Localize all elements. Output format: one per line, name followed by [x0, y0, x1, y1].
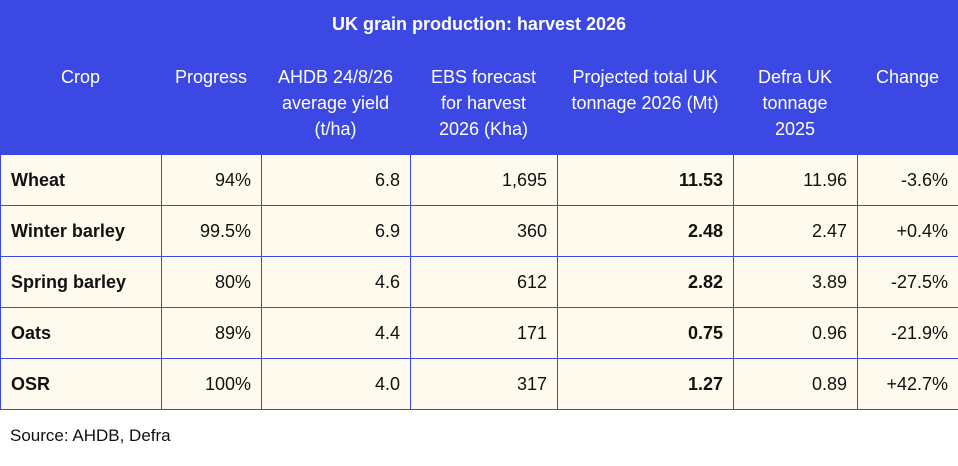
column-header-change: Change: [875, 67, 940, 87]
source-note: Source: AHDB, Defra: [10, 426, 171, 445]
table-row: Spring barley 80% 4.6 612 2.82 3.89 -27.…: [0, 256, 958, 308]
cell-crop: Oats: [0, 307, 162, 359]
cell-progress: 99.5%: [161, 205, 262, 257]
cell-progress: 89%: [161, 307, 262, 359]
cell-ebs: 360: [410, 205, 558, 257]
column-header-yield: AHDB 24/8/26 average yield (t/ha): [277, 67, 394, 139]
cell-progress: 100%: [161, 358, 262, 410]
cell-defra: 0.96: [733, 307, 858, 359]
cell-change: +42.7%: [857, 358, 958, 410]
cell-projected: 1.27: [557, 358, 734, 410]
cell-projected: 0.75: [557, 307, 734, 359]
column-header-projected: Projected total UK tonnage 2026 (Mt): [571, 67, 719, 113]
column-headers: Crop Progress AHDB 24/8/26 average yield…: [0, 64, 958, 144]
cell-crop: OSR: [0, 358, 162, 410]
cell-crop: Wheat: [0, 154, 162, 206]
cell-yield: 4.6: [261, 256, 411, 308]
cell-yield: 6.8: [261, 154, 411, 206]
cell-ebs: 1,695: [410, 154, 558, 206]
cell-crop: Winter barley: [0, 205, 162, 257]
data-table: Wheat 94% 6.8 1,695 11.53 11.96 -3.6% Wi…: [0, 154, 958, 410]
column-header-ebs: EBS forecast for harvest 2026 (Kha): [430, 67, 537, 139]
column-header-defra: Defra UK tonnage 2025: [757, 67, 833, 139]
cell-change: -21.9%: [857, 307, 958, 359]
table-row: Oats 89% 4.4 171 0.75 0.96 -21.9%: [0, 307, 958, 359]
cell-progress: 94%: [161, 154, 262, 206]
cell-progress: 80%: [161, 256, 262, 308]
cell-change: -27.5%: [857, 256, 958, 308]
cell-ebs: 612: [410, 256, 558, 308]
cell-defra: 11.96: [733, 154, 858, 206]
cell-yield: 4.4: [261, 307, 411, 359]
column-header-progress: Progress: [174, 67, 248, 87]
cell-ebs: 317: [410, 358, 558, 410]
cell-defra: 3.89: [733, 256, 858, 308]
cell-projected: 11.53: [557, 154, 734, 206]
cell-projected: 2.48: [557, 205, 734, 257]
cell-ebs: 171: [410, 307, 558, 359]
cell-defra: 2.47: [733, 205, 858, 257]
cell-projected: 2.82: [557, 256, 734, 308]
table-row: OSR 100% 4.0 317 1.27 0.89 +42.7%: [0, 358, 958, 410]
table-row: Winter barley 99.5% 6.9 360 2.48 2.47 +0…: [0, 205, 958, 257]
cell-change: -3.6%: [857, 154, 958, 206]
table-header: UK grain production: harvest 2026 Crop P…: [0, 0, 958, 154]
table-row: Wheat 94% 6.8 1,695 11.53 11.96 -3.6%: [0, 154, 958, 206]
cell-yield: 4.0: [261, 358, 411, 410]
column-header-crop: Crop: [60, 67, 100, 87]
cell-change: +0.4%: [857, 205, 958, 257]
cell-crop: Spring barley: [0, 256, 162, 308]
cell-defra: 0.89: [733, 358, 858, 410]
cell-yield: 6.9: [261, 205, 411, 257]
table-title: UK grain production: harvest 2026: [331, 14, 627, 34]
